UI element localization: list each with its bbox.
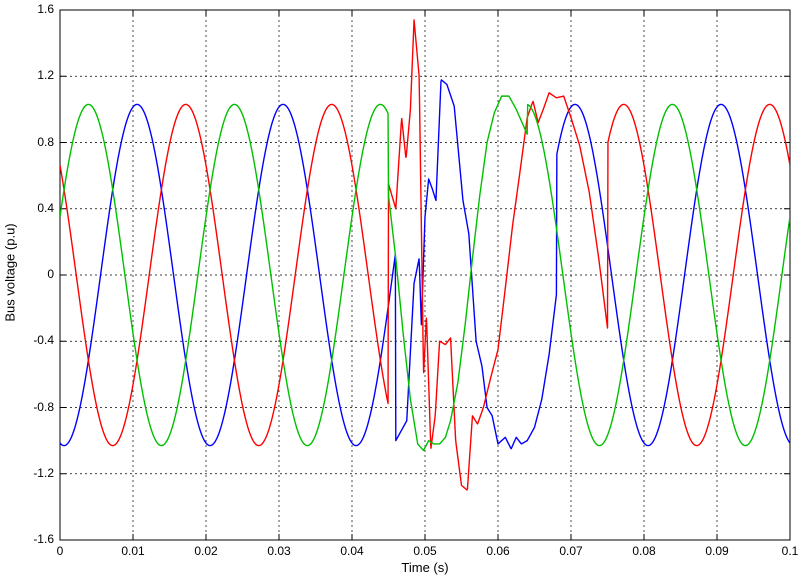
- x-tick-label: 0.01: [113, 544, 153, 558]
- x-tick-label: 0.08: [624, 544, 664, 558]
- y-tick-label: 0.4: [14, 201, 54, 215]
- y-tick-label: -1.2: [14, 466, 54, 480]
- x-tick-label: 0.1: [770, 544, 800, 558]
- x-tick-label: 0.09: [697, 544, 737, 558]
- x-tick-label: 0.02: [186, 544, 226, 558]
- y-tick-label: -0.4: [14, 333, 54, 347]
- y-tick-label: 0: [14, 267, 54, 281]
- x-tick-label: 0.07: [551, 544, 591, 558]
- y-tick-label: 1.6: [14, 2, 54, 16]
- x-tick-label: 0.04: [332, 544, 372, 558]
- x-tick-label: 0: [40, 544, 80, 558]
- y-axis-label: Bus voltage (p.u): [3, 8, 18, 538]
- y-tick-label: 1.2: [14, 68, 54, 82]
- x-tick-label: 0.06: [478, 544, 518, 558]
- chart-background: [0, 0, 800, 579]
- y-tick-label: -1.6: [14, 532, 54, 546]
- x-tick-label: 0.05: [405, 544, 445, 558]
- voltage-chart: [0, 0, 800, 579]
- x-tick-label: 0.03: [259, 544, 299, 558]
- y-tick-label: 0.8: [14, 135, 54, 149]
- x-axis-label: Time (s): [60, 560, 790, 575]
- y-tick-label: -0.8: [14, 400, 54, 414]
